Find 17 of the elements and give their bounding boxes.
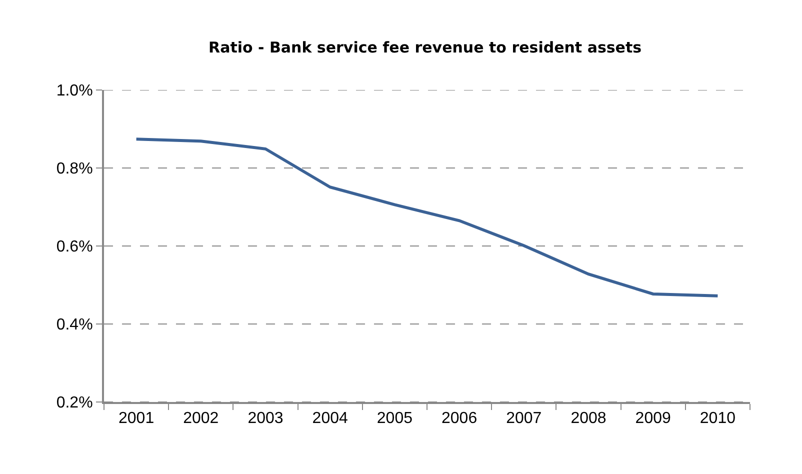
x-tick-label: 2002 — [183, 410, 219, 428]
x-tick-label: 2004 — [312, 410, 348, 428]
y-tick-label: 0.2% — [56, 394, 93, 412]
line-series — [134, 138, 720, 298]
y-tick-label: 0.4% — [56, 316, 93, 334]
y-tick-label: 0.8% — [56, 160, 93, 178]
y-tick-label: 0.6% — [56, 238, 93, 256]
chart-title: Ratio - Bank service fee revenue to resident assets — [208, 38, 642, 57]
x-tick-label: 2005 — [376, 410, 413, 428]
x-tick-label: 2009 — [635, 410, 671, 428]
y-tick-label: 1.0% — [56, 82, 93, 100]
x-tick-label: 2007 — [506, 410, 542, 428]
x-tick-label: 2008 — [570, 410, 606, 428]
x-tick-label: 2001 — [118, 410, 154, 428]
x-tick-label: 2006 — [442, 410, 478, 428]
x-tick-label: 2003 — [248, 410, 284, 428]
x-tick-label: 2010 — [700, 410, 736, 428]
